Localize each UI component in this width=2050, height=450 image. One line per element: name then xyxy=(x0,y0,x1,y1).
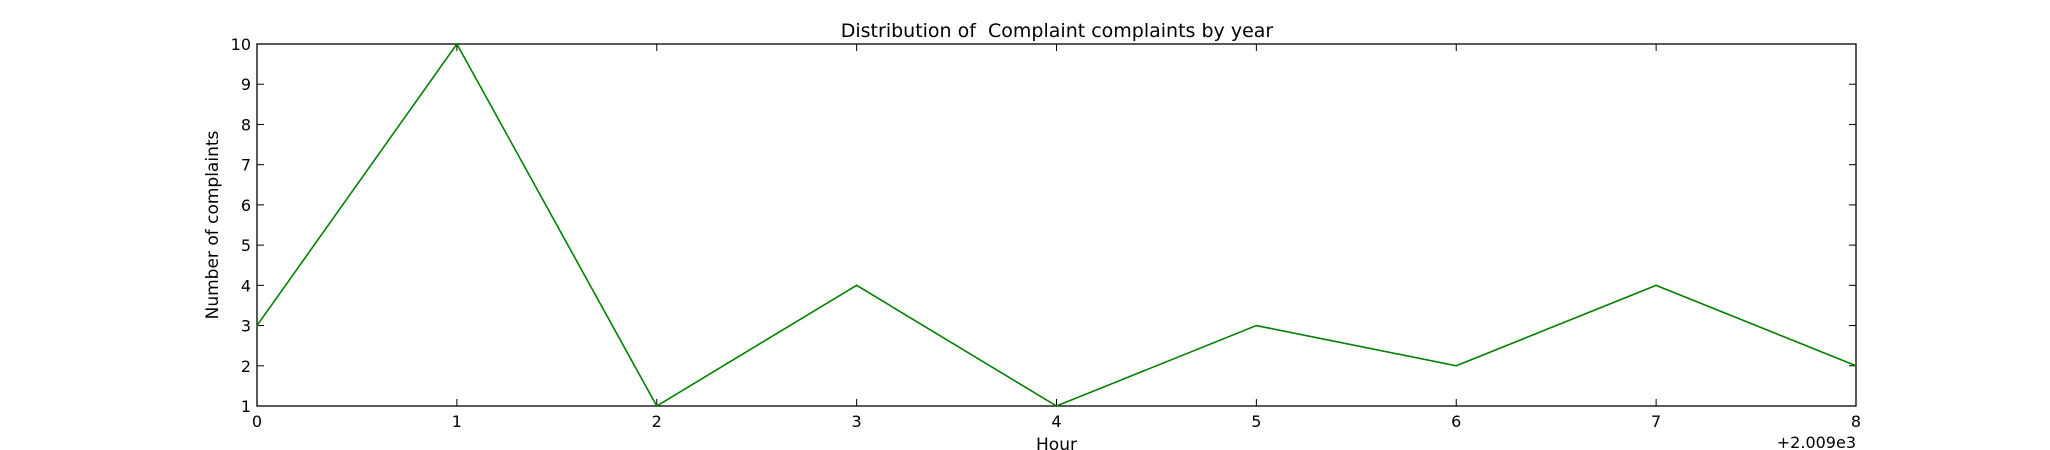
x-tick-label: 7 xyxy=(1651,412,1661,431)
series-layer xyxy=(256,42,1857,408)
data-point xyxy=(1455,364,1458,367)
y-tick-label: 5 xyxy=(241,236,251,255)
y-tick-label: 6 xyxy=(241,196,251,215)
data-point xyxy=(1055,405,1058,407)
data-point xyxy=(1855,364,1857,367)
y-tick-label: 2 xyxy=(241,357,251,376)
x-tick-label: 2 xyxy=(652,412,662,431)
x-axis-label: Hour xyxy=(1036,435,1077,450)
x-tick-label: 4 xyxy=(1051,412,1061,431)
x-tick-label: 8 xyxy=(1851,412,1861,431)
y-tick-label: 1 xyxy=(241,397,251,416)
data-point xyxy=(855,284,858,287)
data-point xyxy=(456,43,458,45)
y-tick-label: 4 xyxy=(241,276,251,295)
x-tick-label: 3 xyxy=(852,412,862,431)
data-point xyxy=(655,405,658,407)
chart-title: Distribution of Complaint complaints by … xyxy=(841,20,1274,42)
x-axis-ticks: 0 1 2 3 4 5 6 7 8 xyxy=(252,44,1861,431)
y-tick-label: 7 xyxy=(241,156,251,175)
y-axis-label: Number of complaints xyxy=(203,130,223,319)
x-tick-label: 0 xyxy=(252,412,262,431)
x-tick-label: 5 xyxy=(1251,412,1261,431)
y-tick-label: 3 xyxy=(241,317,251,336)
data-point xyxy=(256,324,258,327)
y-tick-label: 9 xyxy=(241,75,251,94)
x-axis-offset-label: +2.009e3 xyxy=(1777,433,1856,450)
data-point xyxy=(1655,284,1657,287)
y-tick-label: 8 xyxy=(241,115,251,134)
x-tick-label: 1 xyxy=(452,412,462,431)
x-tick-label: 6 xyxy=(1451,412,1461,431)
data-point xyxy=(1255,324,1258,327)
y-tick-label: 10 xyxy=(231,35,251,54)
y-axis-ticks: 1 2 3 4 5 6 7 8 9 10 xyxy=(231,35,1856,416)
